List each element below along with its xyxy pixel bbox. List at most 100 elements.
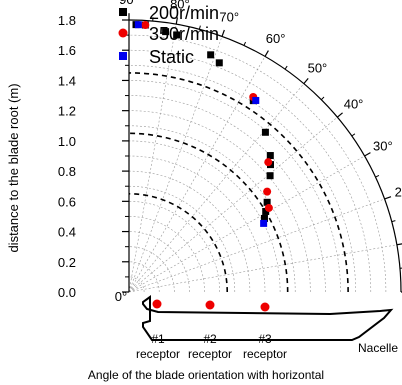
receptor-2-label: receptor xyxy=(188,347,232,361)
angle-tick xyxy=(303,78,309,85)
data-point xyxy=(263,198,271,206)
data-point xyxy=(266,172,274,180)
angle-tick xyxy=(221,29,225,37)
angle-tick-label: 60° xyxy=(266,31,286,46)
legend-label: 350r/min xyxy=(149,24,219,44)
axes-layer: 0.00.20.40.60.81.01.21.41.61.80°10°20°30… xyxy=(58,0,402,304)
data-point xyxy=(264,203,273,212)
grid-arc xyxy=(128,95,326,293)
data-point xyxy=(141,21,150,30)
radial-tick-label: 0.0 xyxy=(58,285,76,300)
grid-arc xyxy=(128,34,387,293)
legend-marker xyxy=(118,28,128,38)
angle-tick-label: 30° xyxy=(373,138,393,153)
angle-tick-minor xyxy=(375,174,380,178)
reference-arc xyxy=(128,192,229,293)
radial-tick-label: 1.4 xyxy=(58,73,76,88)
data-point xyxy=(260,219,268,227)
points-layer xyxy=(132,21,274,227)
grid-arc xyxy=(128,155,266,293)
data-point xyxy=(264,158,273,167)
grid-arc xyxy=(128,246,175,293)
grid-radial-line xyxy=(128,155,365,293)
angle-tick-label: 80° xyxy=(170,0,190,11)
radial-tick-label: 1.8 xyxy=(58,13,76,28)
receptor-1-label: receptor xyxy=(136,347,180,361)
angle-tick-label: 40° xyxy=(344,97,364,112)
receptor-2-number: #2 xyxy=(203,332,217,346)
data-point xyxy=(261,128,269,136)
data-point xyxy=(266,152,274,160)
grid-radial-line xyxy=(128,198,385,293)
angle-tick-minor xyxy=(243,41,247,46)
grid-arc xyxy=(128,276,145,293)
grid-radial-line xyxy=(128,36,223,293)
radial-tick-label: 0.4 xyxy=(58,225,76,240)
legend-marker xyxy=(119,52,127,60)
data-point xyxy=(215,59,223,67)
grid-arc xyxy=(128,170,251,293)
receptor-2-marker xyxy=(205,300,215,310)
radial-tick-label: 1.0 xyxy=(58,134,76,149)
angle-tick-label: 0° xyxy=(115,289,127,304)
radial-tick-label: 0.6 xyxy=(58,194,76,209)
data-point xyxy=(162,28,170,36)
data-point xyxy=(252,96,260,104)
radial-tick-label: 0.8 xyxy=(58,164,76,179)
grid-arc xyxy=(128,140,281,293)
reference-arc xyxy=(128,72,349,293)
nacelle-label: Nacelle xyxy=(358,341,398,355)
angle-tick xyxy=(364,152,371,157)
data-point xyxy=(262,207,270,215)
data-point xyxy=(260,214,268,222)
data-point xyxy=(134,21,142,29)
grid-arc xyxy=(128,201,220,293)
data-point xyxy=(207,51,215,59)
angle-tick xyxy=(384,196,392,200)
receptor-3-marker xyxy=(260,302,270,312)
grid-arc xyxy=(128,185,236,293)
blade-diagram: #1 receptor #2 receptor #3 receptor Nace… xyxy=(136,295,398,361)
grid-radial-line xyxy=(128,83,305,293)
angle-tick xyxy=(264,50,269,57)
grid-arc xyxy=(128,49,372,293)
grid-radial-line xyxy=(128,56,266,293)
radial-tick-label: 1.6 xyxy=(58,43,76,58)
x-axis-title: Angle of the blade orientation with hori… xyxy=(88,368,324,382)
angle-tick-minor xyxy=(198,25,201,30)
angle-tick xyxy=(175,17,179,25)
receptor-3-number: #3 xyxy=(258,332,272,346)
grid-arc xyxy=(128,80,341,293)
grid-arc xyxy=(128,261,160,293)
radial-tick-label: 0.2 xyxy=(58,255,76,270)
angle-tick xyxy=(396,243,402,246)
angle-tick-label: 90° xyxy=(119,0,139,7)
angle-tick-minor xyxy=(320,96,325,101)
data-point xyxy=(173,31,181,39)
grid-layer xyxy=(128,24,397,293)
y-axis-title: distance to the blade root (m) xyxy=(6,83,21,252)
grid-arc xyxy=(128,65,356,293)
grid-radial-line xyxy=(128,24,177,293)
angle-tick-label: 70° xyxy=(219,10,239,25)
angle-tick xyxy=(336,112,343,118)
grid-radial-line xyxy=(128,244,397,293)
legend-label: Static xyxy=(149,47,194,67)
angle-tick-label: 20° xyxy=(395,185,402,200)
grid-arc xyxy=(128,125,296,293)
blade-outline xyxy=(142,295,394,341)
receptor-3-label: receptor xyxy=(243,347,287,361)
angle-tick-minor xyxy=(351,133,356,137)
grid-arc xyxy=(128,110,311,293)
angle-tick-label: 50° xyxy=(308,60,328,75)
data-point xyxy=(263,187,272,196)
receptor-1-number: #1 xyxy=(151,332,165,346)
radial-tick-label: 1.2 xyxy=(58,104,76,119)
angle-tick-minor xyxy=(284,65,288,70)
legend-marker xyxy=(119,8,127,16)
grid-radial-line xyxy=(128,116,338,293)
legend-label: 200r/min xyxy=(149,3,219,23)
angle-tick-minor xyxy=(391,220,396,223)
